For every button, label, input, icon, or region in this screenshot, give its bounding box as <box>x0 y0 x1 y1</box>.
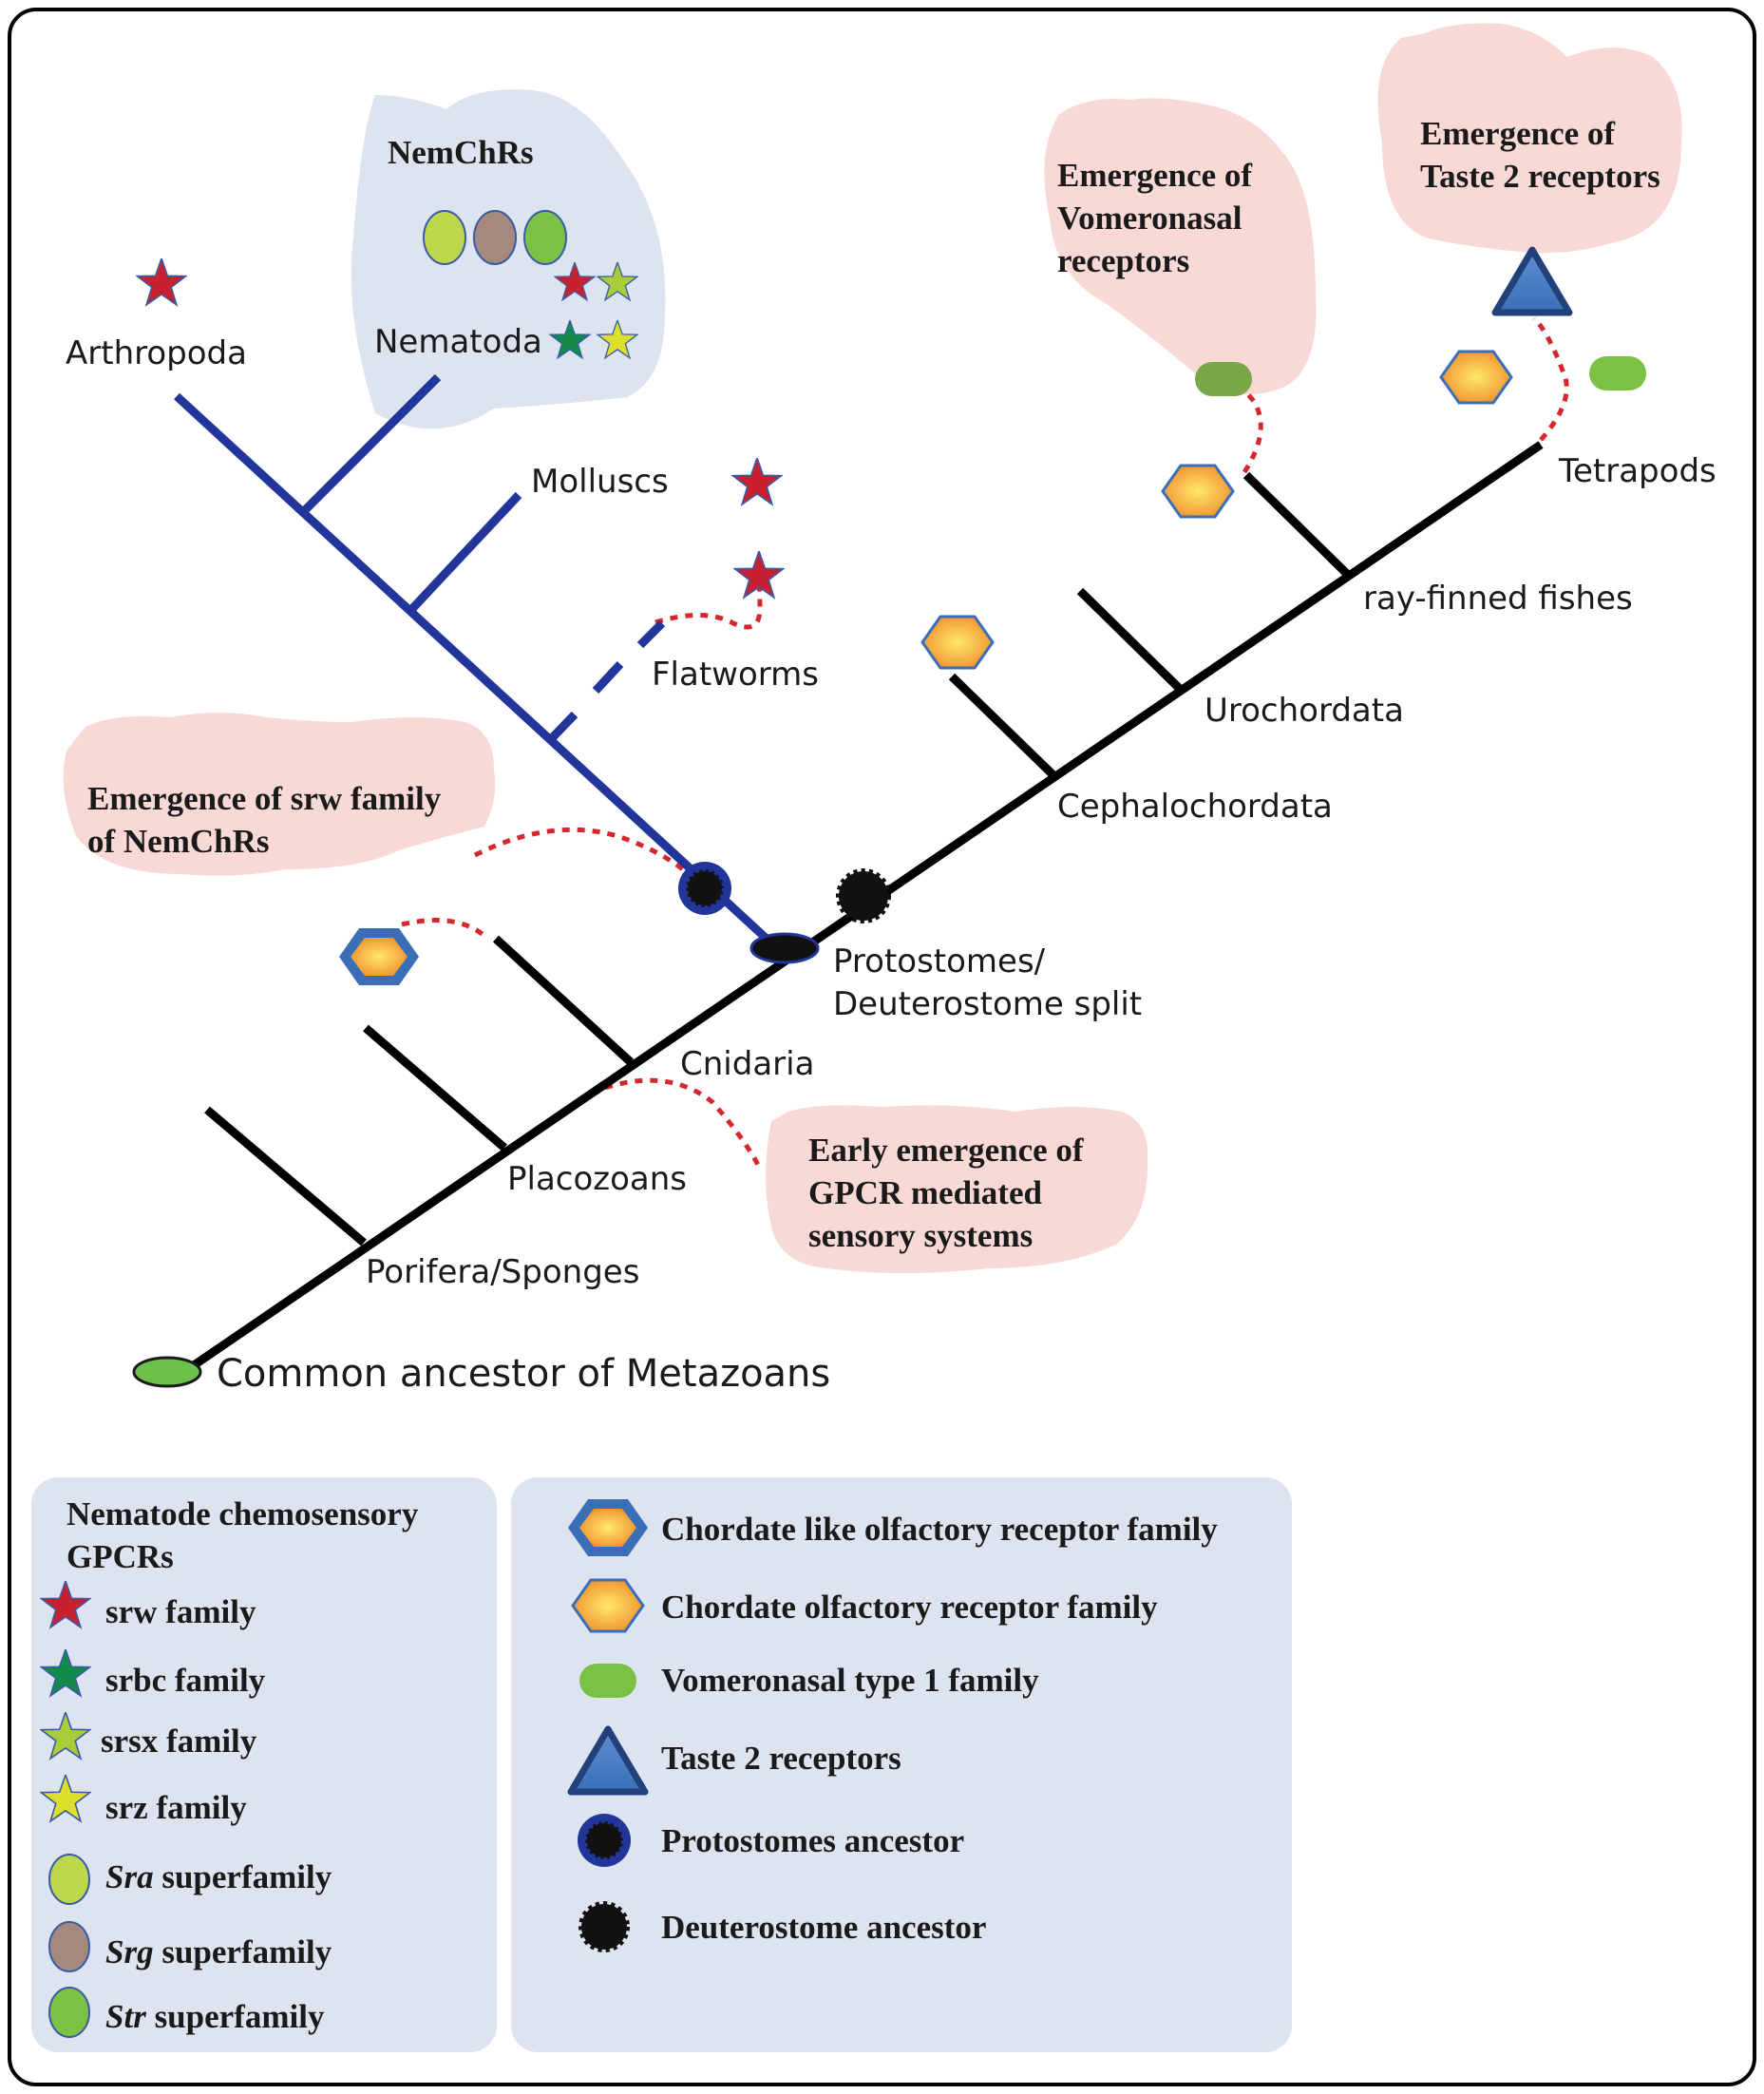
cephalochordata-branch <box>948 673 1056 778</box>
legend-hexagon-outlined-icon <box>568 1499 648 1556</box>
legend-deuterostome-label: Deuterostome ancestor <box>661 1909 986 1946</box>
vomeronasal-capsule-icon <box>1195 362 1252 396</box>
srw-line1: Emergence of srw family <box>87 780 442 817</box>
split-node-icon <box>749 932 820 964</box>
nematoda-branch <box>298 373 442 517</box>
taste2-line2: Taste 2 receptors <box>1420 158 1660 195</box>
legend-black-sun-icon <box>579 1901 630 1952</box>
protostome-tree <box>173 373 783 954</box>
protostome-ancestor-icon <box>678 862 731 915</box>
srw-line2: of NemChRs <box>87 823 270 860</box>
taste2-triangle-icon <box>1491 246 1573 316</box>
label-arthropoda: Arthropoda <box>66 334 247 372</box>
deuterostome-ancestor-icon <box>836 868 891 923</box>
legend-srw-label: srw family <box>105 1593 256 1630</box>
gpcr-dotted <box>590 1077 763 1171</box>
label-split-line2: Deuterostome split <box>833 985 1142 1023</box>
srg-ellipse-icon <box>473 210 517 265</box>
cephalochordata-hexagon-icon <box>920 615 995 670</box>
vomeronasal-line1: Emergence of <box>1057 157 1252 194</box>
label-rayfinned: ray-finned fishes <box>1363 580 1633 618</box>
sra-ellipse-icon <box>423 210 466 265</box>
gpcr-line1: Early emergence of <box>808 1132 1084 1169</box>
flatworms-branch-1 <box>545 711 579 745</box>
srw-dotted <box>473 827 705 890</box>
flatworm-dotted <box>654 569 763 630</box>
nemchrs-title: NemChRs <box>388 134 534 171</box>
label-cnidaria: Cnidaria <box>680 1045 814 1083</box>
urochordata-branch <box>1076 587 1184 693</box>
legend-chordate-like-label: Chordate like olfactory receptor family <box>661 1511 1218 1548</box>
label-root: Common ancestor of Metazoans <box>217 1352 830 1396</box>
legend-chordate-label: Chordate olfactory receptor family <box>661 1589 1158 1626</box>
porifera-branch <box>204 1106 367 1247</box>
legend-blue-sun-icon <box>578 1814 631 1867</box>
label-split-line1: Protostomes/ <box>833 942 1046 980</box>
legend-capsule-icon <box>579 1664 636 1698</box>
rayfinned-hexagon-icon <box>1161 464 1235 519</box>
root-ellipse-icon <box>132 1356 202 1388</box>
gpcr-callout <box>766 1105 1148 1273</box>
legend-left-panel <box>31 1477 497 2052</box>
legend-str-ellipse-icon <box>48 1987 90 2038</box>
taste2-dotted <box>1532 316 1569 442</box>
label-molluscs: Molluscs <box>531 463 669 501</box>
gpcr-line2: GPCR mediated <box>808 1174 1042 1211</box>
flatworms-branch-2 <box>592 660 624 695</box>
legend-sra-ellipse-icon <box>48 1854 90 1905</box>
cnidaria-branch <box>492 935 635 1066</box>
flatworms-branch-3 <box>636 619 666 649</box>
legend-srg-ellipse-icon <box>48 1921 90 1972</box>
legend-hexagon-icon <box>571 1578 645 1633</box>
label-flatworms: Flatworms <box>652 656 819 694</box>
tetrapods-hexagon-icon <box>1439 350 1513 405</box>
tetrapods-capsule-icon <box>1589 356 1646 390</box>
label-placozoans: Placozoans <box>507 1160 687 1198</box>
legend-triangle-icon <box>567 1725 649 1796</box>
legend-srbc-label: srbc family <box>105 1662 266 1699</box>
legend-left-title-line1: Nematode chemosensory <box>66 1495 419 1532</box>
legend-right-panel <box>511 1477 1292 2052</box>
legend-srz-label: srz family <box>105 1789 247 1826</box>
legend-srg-label: Srg superfamily <box>105 1933 332 1970</box>
legend-vomeronasal-label: Vomeronasal type 1 family <box>661 1662 1039 1699</box>
label-tetrapods: Tetrapods <box>1558 452 1717 490</box>
molluscs-branch <box>405 491 522 617</box>
cnidaria-hexagon-outlined-icon <box>339 928 419 985</box>
cnidaria-dotted <box>401 918 486 938</box>
gpcr-line3: sensory systems <box>808 1217 1033 1254</box>
vomeronasal-line3: receptors <box>1057 242 1189 279</box>
legend-str-label: Str superfamily <box>105 1998 325 2035</box>
srw-callout <box>63 713 496 876</box>
label-cephalochordata: Cephalochordata <box>1057 788 1333 826</box>
protostome-trunk <box>173 392 783 954</box>
legend-left-title-line2: GPCRs <box>66 1538 174 1575</box>
legend-protostomes-label: Protostomes ancestor <box>661 1822 964 1859</box>
label-urochordata: Urochordata <box>1204 692 1404 730</box>
placozoans-branch <box>363 1024 507 1152</box>
legend-sra-label: Sra superfamily <box>105 1858 332 1895</box>
taste2-callout <box>1377 23 1682 254</box>
label-porifera: Porifera/Sponges <box>366 1253 639 1291</box>
label-nematoda: Nematoda <box>374 323 542 361</box>
taste2-line1: Emergence of <box>1420 115 1615 152</box>
legend-taste2-label: Taste 2 receptors <box>661 1740 901 1777</box>
rayfinned-branch <box>1242 471 1351 578</box>
legend-srsx-label: srsx family <box>101 1723 257 1760</box>
str-ellipse-icon <box>523 210 567 265</box>
vomeronasal-callout <box>1044 98 1317 394</box>
vomeronasal-line2: Vomeronasal <box>1057 200 1242 237</box>
